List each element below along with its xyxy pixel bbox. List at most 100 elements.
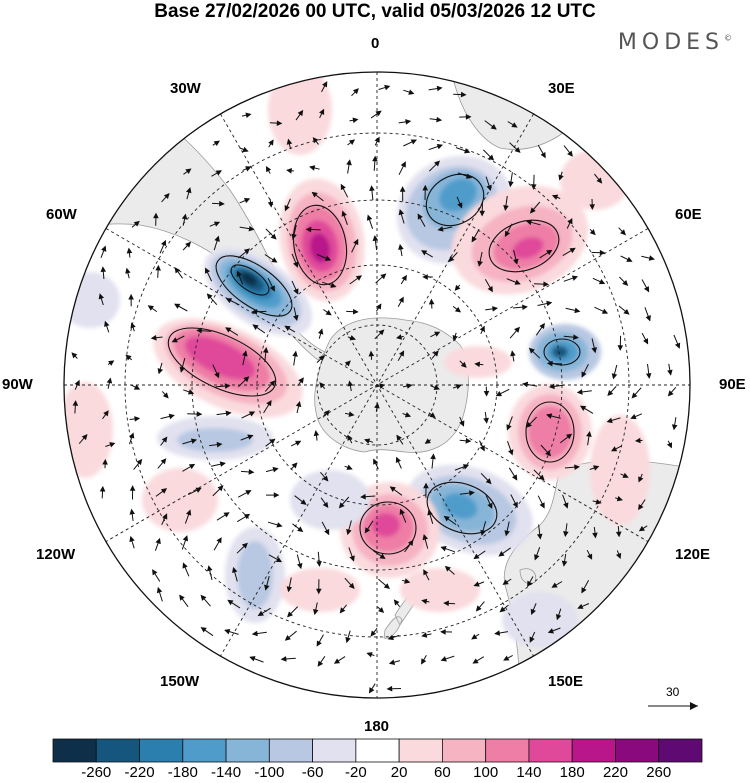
wind-arrowhead <box>71 352 78 359</box>
wind-arrowhead <box>422 184 428 191</box>
wind-arrowhead <box>396 334 403 340</box>
wind-arrowhead <box>444 565 451 572</box>
wind-arrowhead <box>495 391 503 397</box>
wind-arrowhead <box>622 279 629 287</box>
colorbar-tick-label: -260 <box>81 764 112 781</box>
wind-arrowhead <box>457 202 463 209</box>
wind-arrowhead <box>459 420 465 427</box>
wind-arrowhead <box>563 502 569 509</box>
wind-arrowhead <box>395 456 401 463</box>
wind-arrowhead <box>465 114 472 120</box>
wind-arrowhead <box>236 270 242 277</box>
wind-arrowhead <box>522 381 529 388</box>
wind-arrowhead <box>502 579 509 585</box>
wind-vectors <box>71 81 681 694</box>
wind-arrowhead <box>379 383 386 389</box>
wind-arrowhead <box>368 350 375 357</box>
wind-arrowhead <box>599 249 606 256</box>
antarctica <box>314 317 469 453</box>
wind-arrowhead <box>514 279 521 285</box>
wind-arrowhead <box>490 124 497 130</box>
wind-arrowhead <box>364 527 371 534</box>
wind-arrowhead <box>465 173 473 179</box>
wind-arrowhead <box>574 464 581 470</box>
wind-arrowhead <box>330 282 337 288</box>
wind-arrowhead <box>455 384 462 390</box>
wind-arrowhead <box>134 416 141 422</box>
colorbar-tick-label: 20 <box>390 764 408 781</box>
wind-arrowhead <box>298 377 304 384</box>
wind-arrowhead <box>219 461 226 467</box>
wind-arrowhead <box>160 458 167 465</box>
wind-arrowhead <box>294 440 302 446</box>
wind-arrowhead <box>569 247 576 254</box>
brand-logo: MODES© <box>617 30 732 55</box>
wind-arrowhead <box>74 379 80 387</box>
wind-arrowhead <box>348 582 355 589</box>
wind-arrowhead <box>546 413 553 419</box>
wind-arrowhead <box>248 225 255 232</box>
wind-arrowhead <box>443 600 449 607</box>
wind-arrowhead <box>372 155 378 162</box>
wind-arrowhead <box>598 279 606 285</box>
wind-arrowhead <box>410 139 418 145</box>
wind-arrowhead <box>207 565 213 572</box>
wind-arrowhead <box>576 389 583 395</box>
wind-arrowhead <box>427 509 433 516</box>
wind-arrowhead <box>130 322 136 329</box>
graticule <box>64 72 690 698</box>
wind-arrowhead <box>317 660 324 667</box>
tasmania <box>519 568 537 584</box>
wind-arrowhead <box>546 360 553 367</box>
wind-arrowhead <box>252 324 259 330</box>
wind-arrowhead <box>454 306 462 313</box>
wind-arrowhead <box>586 431 592 437</box>
wind-arrowhead <box>266 400 272 407</box>
wind-arrowhead <box>348 139 356 145</box>
wind-arrowhead <box>349 555 355 562</box>
wind-arrowhead <box>72 400 79 406</box>
wind-arrowhead <box>214 235 220 242</box>
wind-arrowhead <box>264 584 270 591</box>
wind-arrowhead <box>596 177 603 184</box>
wind-arrowhead <box>316 640 322 647</box>
wind-arrowhead <box>309 165 316 171</box>
colorbar-tick-label: 260 <box>646 764 672 781</box>
wind-arrowhead <box>378 329 385 336</box>
wind-arrowhead <box>251 308 258 315</box>
wind-arrowhead <box>286 138 293 145</box>
wind-arrowhead <box>485 478 492 485</box>
wind-arrowhead <box>322 501 329 509</box>
wind-arrowhead <box>471 634 478 640</box>
wind-arrowhead <box>366 214 373 221</box>
wind-arrowhead <box>398 209 405 216</box>
wind-arrowhead <box>422 274 428 280</box>
wind-arrowhead <box>174 267 181 274</box>
colorbar-swatch <box>268 738 314 763</box>
wind-arrowhead <box>247 434 254 440</box>
wind-arrowhead <box>399 508 405 515</box>
wind-arrowhead <box>348 411 355 418</box>
wind-arrowhead <box>378 607 385 613</box>
wind-arrowhead <box>372 235 379 242</box>
wind-arrowhead <box>434 160 440 167</box>
wind-arrowhead <box>389 486 396 492</box>
wind-arrowhead <box>666 442 673 449</box>
wind-arrowhead <box>622 472 629 478</box>
wind-arrowhead <box>206 293 213 300</box>
wind-arrowhead <box>487 286 493 293</box>
wind-arrowhead <box>474 361 481 368</box>
wind-arrowhead <box>581 371 587 378</box>
wind-arrowhead <box>224 628 231 635</box>
wind-arrowhead <box>606 417 613 424</box>
wind-arrowhead <box>225 298 233 304</box>
colorbar-swatch <box>355 738 400 763</box>
wind-arrowhead <box>499 606 506 613</box>
colorbar <box>52 738 703 763</box>
wind-arrowhead <box>401 274 407 282</box>
wind-arrowhead <box>404 412 412 418</box>
wind-arrowhead <box>366 652 373 658</box>
wind-arrowhead <box>430 453 436 460</box>
wind-arrowhead <box>312 137 319 144</box>
wind-arrowhead <box>249 656 256 662</box>
